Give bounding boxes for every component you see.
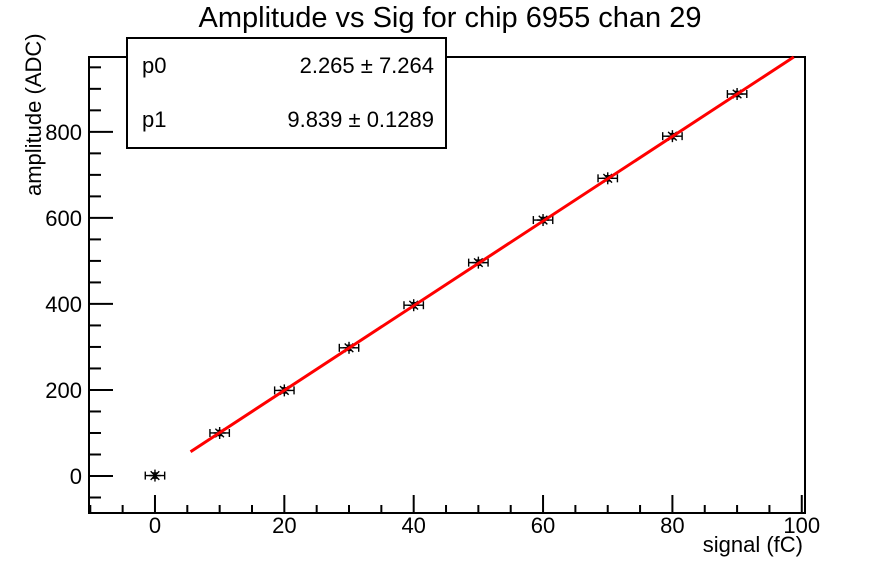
x-tick-label: 100: [783, 513, 820, 538]
param-value-p1: 9.839 ± 0.1289: [287, 107, 434, 132]
stats-row-p0: p0 2.265 ± 7.264: [128, 53, 445, 79]
y-tick-label: 200: [45, 378, 82, 403]
fit-stats-box: p0 2.265 ± 7.264 p1 9.839 ± 0.1289: [126, 37, 447, 149]
stats-row-p1: p1 9.839 ± 0.1289: [128, 107, 445, 133]
y-tick-label: 0: [70, 464, 82, 489]
plot-render: 0 20 40 60 80 100 0 200 400 600 800: [45, 55, 820, 538]
x-tick-label: 80: [660, 513, 684, 538]
y-axis-ticks: 0 200 400 600 800: [45, 66, 113, 499]
x-tick-label: 60: [531, 513, 555, 538]
plot-title: Amplitude vs Sig for chip 6955 chan 29: [198, 2, 702, 34]
param-value-p0: 2.265 ± 7.264: [299, 53, 434, 78]
marker-asterisk: [150, 470, 160, 481]
x-axis-title: signal (fC): [703, 532, 803, 557]
fit-line: [189, 55, 795, 454]
y-tick-label: 800: [45, 120, 82, 145]
param-name-p0: p0: [142, 53, 167, 78]
x-axis-ticks: 0 20 40 60 80 100: [89, 495, 820, 538]
y-axis-title: amplitude (ADC): [21, 33, 46, 196]
x-tick-label: 40: [401, 513, 425, 538]
x-tick-label: 0: [149, 513, 161, 538]
param-name-p1: p1: [142, 107, 167, 132]
x-tick-label: 20: [272, 513, 296, 538]
y-tick-label: 400: [45, 292, 82, 317]
data-point: [144, 469, 166, 482]
y-tick-label: 600: [45, 206, 82, 231]
